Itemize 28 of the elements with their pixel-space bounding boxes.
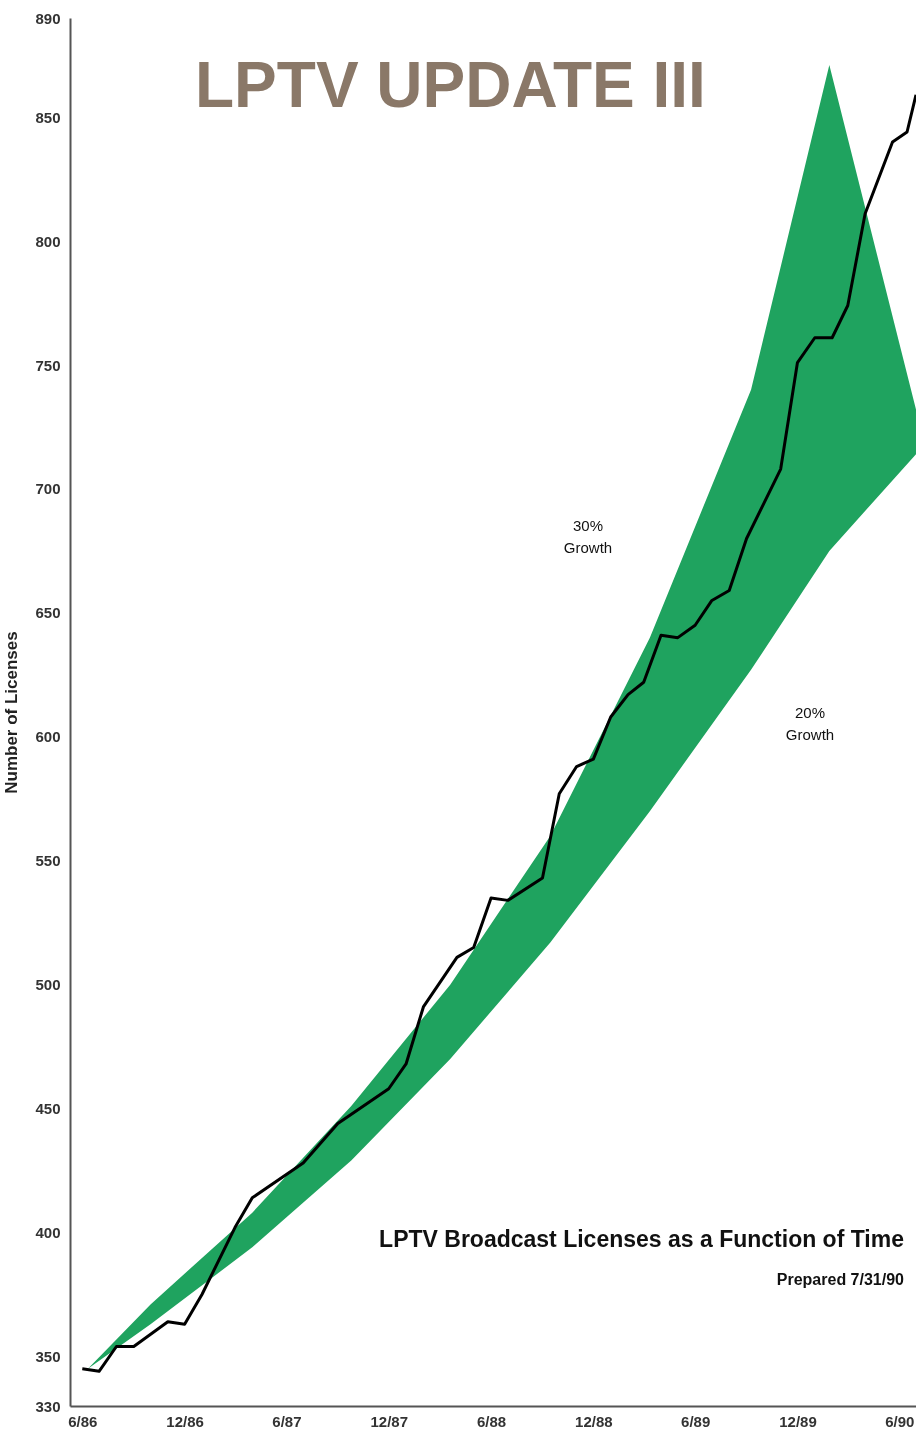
y-tick-label: 350 (35, 1347, 61, 1365)
annotation: 30% Growth (563, 517, 613, 556)
annotation: 20% Growth (785, 704, 835, 743)
y-axis-title: Number of Licenses (2, 631, 22, 794)
x-tick-label: 6/89 (681, 1412, 711, 1430)
x-tick-label: 6/90 (885, 1412, 915, 1430)
y-tick-label: 750 (35, 356, 61, 374)
y-tick-label: 450 (35, 1100, 61, 1118)
x-tick-label: 12/89 (779, 1412, 817, 1430)
x-tick-label: 12/88 (575, 1412, 613, 1430)
y-tick-label: 850 (35, 108, 61, 126)
y-tick-label: 700 (35, 480, 61, 498)
y-tick-label: 650 (35, 604, 61, 622)
text: LPTV UPDATE III (195, 49, 706, 121)
x-tick-label: 6/88 (476, 1412, 507, 1430)
x-tick-label: 12/86 (166, 1412, 204, 1430)
y-tick-label: 330 (35, 1397, 61, 1415)
y-tick-label: 600 (35, 728, 61, 746)
text: LPTV Broadcast Licenses as a Function of Time (379, 1226, 904, 1252)
y-tick-label: 550 (35, 852, 61, 870)
y-tick-label: 890 (35, 9, 61, 27)
y-tick-label: 500 (35, 976, 61, 994)
x-tick-label: 12/87 (370, 1412, 408, 1430)
y-tick-label: 800 (35, 232, 61, 250)
x-tick-label: 6/86 (68, 1412, 98, 1430)
annotation: Prepared 7/31/90 (776, 1271, 905, 1288)
y-tick-label: 400 (35, 1224, 61, 1241)
x-tick-label: 6/87 (272, 1412, 302, 1430)
